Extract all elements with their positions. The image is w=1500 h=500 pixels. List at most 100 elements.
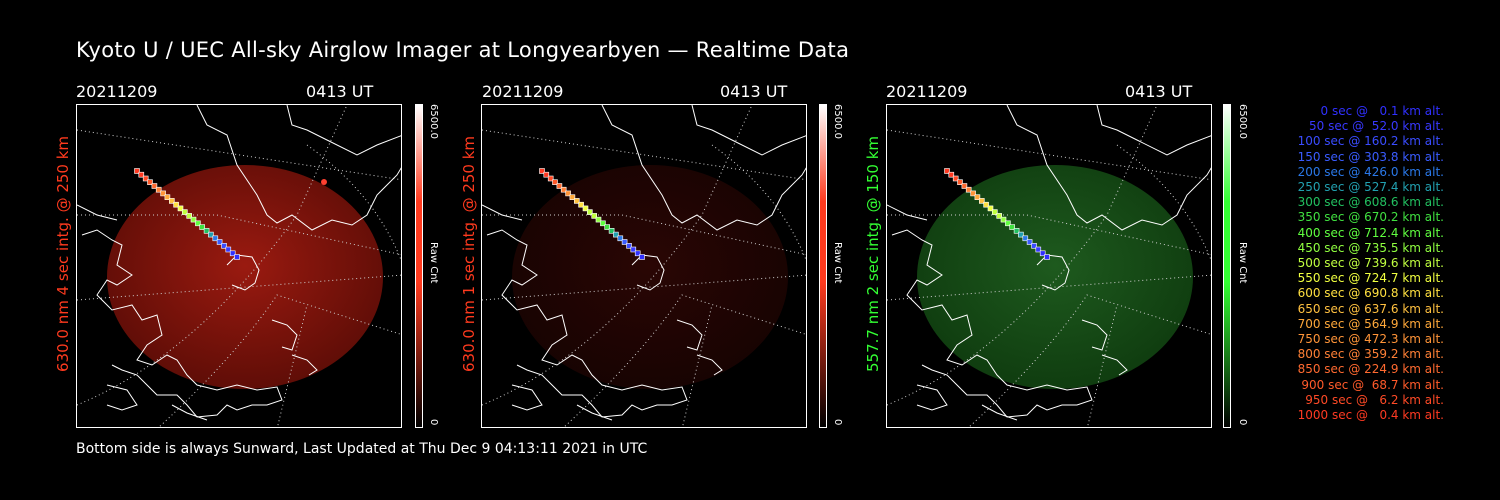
panel1-date: 20211209 (76, 82, 158, 101)
track-marker (216, 239, 223, 245)
track-marker (996, 213, 1002, 219)
track-marker (604, 224, 610, 230)
track-marker (1026, 239, 1033, 245)
legend-entry: 300 sec @ 608.6 km alt. (1297, 195, 1444, 210)
track-marker (639, 254, 645, 260)
track-marker (160, 190, 166, 197)
track-marker (1005, 220, 1011, 227)
panel3-colorbar-max: 6500.0 (1237, 104, 1248, 139)
panel3-colorbar-min: 0 (1237, 419, 1248, 426)
track-marker (617, 235, 624, 242)
track-marker (547, 175, 554, 182)
legend-entry: 200 sec @ 426.0 km alt. (1297, 164, 1444, 179)
track-marker (234, 254, 240, 260)
track-marker (1035, 246, 1042, 253)
legend-entry: 350 sec @ 670.2 km alt. (1297, 210, 1444, 225)
track-marker (182, 209, 188, 215)
panel2-colorbar-unit: Raw Cnt (832, 242, 843, 284)
sky-disk (107, 165, 383, 389)
legend-entry: 900 sec @ 68.7 km alt. (1301, 377, 1444, 392)
panel3-time: 0413 UT (1125, 82, 1193, 101)
track-marker (164, 194, 171, 200)
track-marker (944, 168, 950, 174)
panel1-colorbar-unit: Raw Cnt (428, 242, 439, 284)
legend-entry: 250 sec @ 527.4 km alt. (1297, 180, 1444, 195)
panel1-colorbar (415, 104, 423, 428)
legend-entry: 500 sec @ 739.6 km alt. (1297, 256, 1444, 271)
track-marker (221, 243, 227, 249)
track-marker (634, 250, 641, 257)
panel2-image (481, 104, 807, 428)
satellite-track (539, 168, 645, 260)
track-marker (983, 201, 989, 208)
legend-entry: 100 sec @ 160.2 km alt. (1297, 134, 1444, 149)
legend-entry: 150 sec @ 303.8 km alt. (1297, 149, 1444, 164)
panel1-time: 0413 UT (306, 82, 374, 101)
track-marker (138, 171, 145, 178)
track-marker (1044, 254, 1050, 260)
track-marker (979, 198, 985, 204)
legend-entry: 400 sec @ 712.4 km alt. (1297, 225, 1444, 240)
track-marker (539, 168, 545, 174)
track-marker (587, 209, 593, 215)
track-marker (1000, 216, 1007, 223)
track-marker (173, 201, 179, 208)
track-marker (552, 179, 558, 185)
track-marker (199, 224, 205, 230)
track-marker (147, 179, 153, 185)
panel2-colorbar-min: 0 (832, 419, 843, 426)
track-marker (190, 216, 197, 223)
satellite-track (134, 168, 240, 260)
track-marker (225, 246, 232, 253)
panel3-colorbar-unit: Raw Cnt (1237, 242, 1248, 284)
panel2-side-label: 630.0 nm 1 sec intg. @ 250 km (460, 135, 478, 372)
panel3-side-label: 557.7 nm 2 sec intg. @ 150 km (864, 135, 882, 372)
sky-disk (512, 165, 788, 389)
legend-entry: 800 sec @ 359.2 km alt. (1297, 347, 1444, 362)
track-marker (582, 205, 589, 212)
track-marker (151, 183, 158, 189)
track-marker (591, 213, 597, 219)
track-marker (195, 220, 201, 227)
panel2-time: 0413 UT (720, 82, 788, 101)
legend-entry: 750 sec @ 472.3 km alt. (1297, 332, 1444, 347)
track-marker (961, 183, 968, 189)
track-marker (1013, 228, 1020, 234)
track-marker (1009, 224, 1015, 230)
track-marker (556, 183, 563, 189)
track-marker (177, 205, 184, 212)
satellite-track (944, 168, 1050, 260)
track-marker (543, 171, 550, 178)
track-marker (578, 201, 584, 208)
track-marker (565, 190, 571, 197)
legend-entry: 550 sec @ 724.7 km alt. (1297, 271, 1444, 286)
page-title: Kyoto U / UEC All-sky Airglow Imager at … (76, 38, 850, 62)
track-marker (613, 231, 619, 238)
legend-entry: 1000 sec @ 0.4 km alt. (1297, 408, 1444, 423)
sky-disk (917, 165, 1193, 389)
legend-entry: 450 sec @ 735.5 km alt. (1297, 240, 1444, 255)
panel1-image (76, 104, 402, 428)
track-marker (957, 179, 963, 185)
track-marker (987, 205, 994, 212)
track-marker (212, 235, 219, 242)
track-marker (155, 186, 162, 193)
track-marker (992, 209, 998, 215)
panel3-image (886, 104, 1212, 428)
track-marker (970, 190, 976, 197)
track-marker (1022, 235, 1029, 242)
track-marker (621, 239, 628, 245)
track-marker (974, 194, 981, 200)
track-marker (203, 228, 210, 234)
track-marker (134, 168, 140, 174)
track-marker (595, 216, 602, 223)
legend-entry: 950 sec @ 6.2 km alt. (1305, 392, 1444, 407)
track-marker (608, 228, 615, 234)
track-marker (965, 186, 972, 193)
track-marker (569, 194, 576, 200)
track-marker (574, 198, 580, 204)
track-marker (229, 250, 236, 257)
legend-entry: 0 sec @ 0.1 km alt. (1320, 104, 1445, 118)
track-marker (626, 243, 632, 249)
track-marker (948, 171, 955, 178)
